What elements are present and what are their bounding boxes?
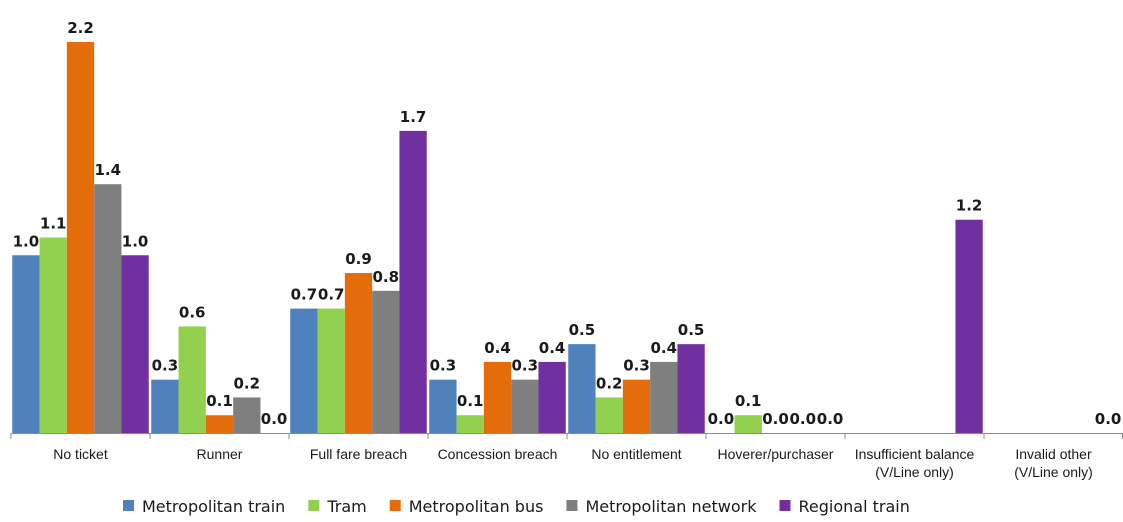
data-label-3-1: 0.2 (234, 374, 261, 392)
legend-label-0: Metropolitan train (142, 497, 285, 516)
data-label-4-1: 0.0 (261, 410, 288, 428)
legend: Metropolitan train Tram Metropolitan bus Me… (123, 497, 910, 516)
data-label-4-6: 1.2 (956, 197, 983, 215)
legend-item-2: Metropolitan bus (389, 497, 544, 516)
data-label-2-1: 0.1 (206, 392, 233, 410)
data-label-1-1: 0.6 (179, 303, 206, 321)
data-label-2-4: 0.3 (623, 357, 650, 375)
legend-label-2: Metropolitan bus (409, 497, 544, 516)
data-label-2-5: 0.0 (762, 410, 789, 428)
legend-swatch-3 (566, 500, 578, 511)
legend-swatch-0 (123, 500, 134, 511)
bar-1-0 (39, 237, 67, 433)
category-labels: No ticket Runner Full fare breach Concessio… (53, 446, 1093, 480)
data-label-1-2: 0.7 (318, 286, 345, 304)
bar-0-1 (151, 379, 179, 433)
bar-3-2 (372, 290, 400, 433)
bar-4-2 (399, 130, 427, 434)
data-label-1-3: 0.1 (457, 392, 484, 410)
data-label-0-5: 0.0 (708, 410, 735, 428)
category-label-5: Hoverer/purchaser (718, 446, 834, 462)
bar-4-0 (121, 255, 149, 433)
bar-2-1 (205, 415, 234, 433)
data-label-4-2: 1.7 (400, 108, 427, 126)
data-label-2-3: 0.4 (484, 339, 511, 357)
bar-3-4 (650, 361, 678, 433)
category-label-3: Concession breach (438, 446, 558, 462)
bar-4-4 (677, 344, 705, 433)
legend-swatch-4 (779, 500, 791, 511)
legend-item-4: Regional train (779, 497, 910, 516)
data-label-4-0: 1.0 (122, 232, 149, 250)
bar-1-1 (178, 326, 206, 433)
bar-4-3 (538, 361, 566, 433)
legend-swatch-2 (389, 500, 401, 511)
data-label-0-0: 1.0 (13, 232, 40, 250)
data-label-3-4: 0.4 (651, 339, 678, 357)
data-label-4-7: 0.0 (1095, 410, 1122, 428)
legend-label-3: Metropolitan network (585, 497, 757, 516)
category-label-4: No entitlement (591, 446, 681, 462)
category-label-7: Invalid other (V/Line only) (1014, 446, 1093, 480)
x-axis-ticks (10, 433, 1123, 439)
bar-2-4 (622, 379, 651, 433)
legend-swatch-1 (308, 500, 320, 511)
data-label-0-2: 0.7 (291, 286, 318, 304)
bar-0-4 (568, 344, 596, 433)
bar-1-3 (456, 415, 484, 433)
bar-2-2 (344, 273, 373, 433)
bar-3-3 (511, 379, 539, 433)
data-label-4-5: 0.0 (817, 410, 844, 428)
data-label-1-5: 0.1 (735, 392, 762, 410)
legend-item-3: Metropolitan network (566, 497, 757, 516)
data-label-0-1: 0.3 (152, 357, 179, 375)
data-label-0-3: 0.3 (430, 357, 457, 375)
legend-label-1: Tram (326, 497, 366, 516)
bar-2-3 (483, 361, 512, 433)
data-label-1-0: 1.1 (40, 215, 67, 233)
category-label-2: Full fare breach (310, 446, 407, 462)
bar-1-4 (595, 397, 623, 433)
bar-4-6 (955, 219, 983, 433)
data-label-3-5: 0.0 (790, 410, 817, 428)
data-label-3-0: 1.4 (95, 161, 122, 179)
category-label-1: Runner (197, 446, 243, 462)
bar-1-2 (317, 308, 345, 433)
data-label-0-4: 0.5 (569, 321, 596, 339)
data-label-1-4: 0.2 (596, 374, 623, 392)
legend-item-0: Metropolitan train (123, 497, 285, 516)
category-label-0: No ticket (53, 446, 108, 462)
bar-3-0 (94, 184, 122, 433)
data-label-4-4: 0.5 (678, 321, 705, 339)
category-label-6: Insufficient balance (V/Line only) (855, 446, 975, 480)
bar-0-0 (12, 255, 40, 433)
data-labels-layer: 1.00.30.70.30.50.01.10.60.70.10.20.12.20… (13, 19, 1122, 428)
bar-0-3 (429, 379, 457, 433)
legend-label-4: Regional train (799, 497, 910, 516)
data-label-3-2: 0.8 (373, 268, 400, 286)
bar-3-1 (233, 397, 261, 433)
bar-1-5 (734, 415, 762, 433)
data-label-4-3: 0.4 (539, 339, 566, 357)
data-label-3-3: 0.3 (512, 357, 539, 375)
legend-item-1: Tram (308, 497, 367, 516)
data-label-2-0: 2.2 (67, 19, 94, 37)
bar-0-2 (290, 308, 318, 433)
bars-layer (12, 42, 983, 434)
bar-2-0 (66, 42, 95, 433)
data-label-2-2: 0.9 (345, 250, 372, 268)
